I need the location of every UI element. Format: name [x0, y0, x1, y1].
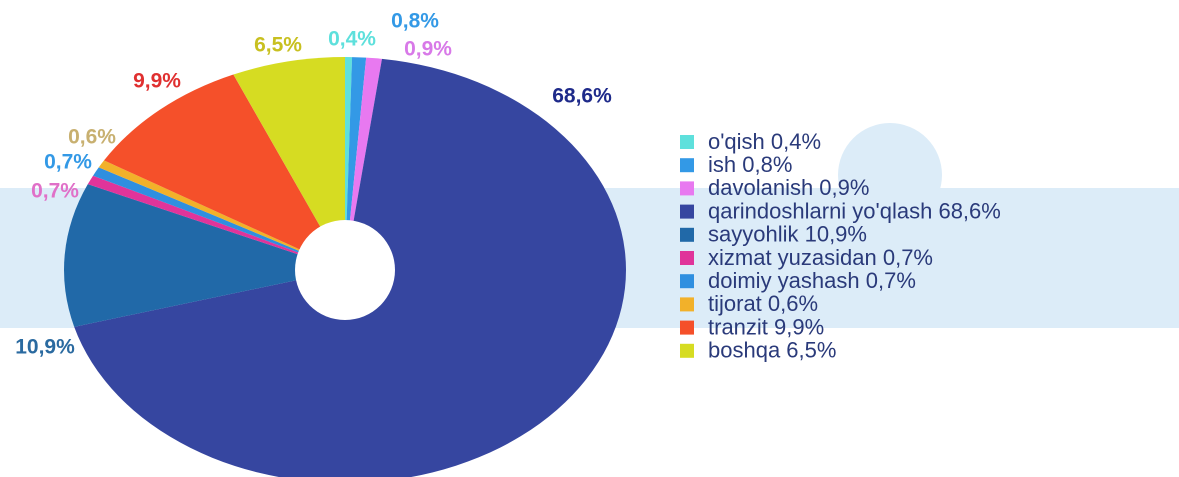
legend-swatch [680, 204, 694, 219]
legend-swatch [680, 227, 694, 242]
value-labels: 0,4%0,8%0,9%68,6%10,9%0,7%0,7%0,6%9,9%6,… [15, 10, 612, 359]
legend-label: ish 0,8% [708, 152, 792, 177]
value-label: 0,8% [391, 10, 439, 33]
legend-swatch [680, 181, 694, 196]
pie-slice [345, 57, 382, 270]
legend-label: doimiy yashash 0,7% [708, 268, 916, 293]
value-label: 6,5% [254, 34, 302, 57]
pie-hole [295, 220, 395, 320]
value-label: 0,7% [31, 180, 79, 203]
value-label: 10,9% [15, 336, 75, 359]
legend-label: tranzit 9,9% [708, 314, 824, 339]
legend-swatch [680, 320, 694, 335]
pie-slice [98, 160, 346, 270]
value-label: 9,9% [133, 70, 181, 93]
legend-label: davolanish 0,9% [708, 175, 869, 200]
background-bubble [838, 123, 942, 227]
pie-slice [87, 175, 345, 270]
value-label: 0,7% [44, 151, 92, 174]
legend-swatch [680, 135, 694, 149]
pie-slice [64, 184, 346, 327]
pie-slice [104, 74, 346, 270]
legend-label: boshqa 6,5% [708, 338, 836, 363]
legend-swatch [680, 343, 694, 358]
legend: o'qish 0,4%ish 0,8%davolanish 0,9%qarind… [680, 129, 1001, 363]
legend-swatch [680, 251, 694, 265]
value-label: 68,6% [552, 85, 612, 108]
legend-label: tijorat 0,6% [708, 291, 818, 316]
pie-slice [345, 57, 367, 271]
pie-slice [93, 167, 345, 270]
legend-label: qarindoshlarni yo'qlash 68,6% [708, 198, 1001, 223]
value-label: 0,4% [328, 28, 376, 51]
pie [64, 57, 626, 477]
pie-slice [233, 57, 345, 270]
legend-label: xizmat yuzasidan 0,7% [708, 245, 933, 270]
value-label: 0,9% [404, 38, 452, 61]
pie-slice [345, 57, 353, 270]
legend-swatch [680, 297, 694, 312]
legend-swatch [680, 274, 694, 289]
value-label: 0,6% [68, 126, 116, 149]
legend-label: sayyohlik 10,9% [708, 222, 867, 247]
legend-swatch [680, 158, 694, 173]
legend-label: o'qish 0,4% [708, 129, 821, 154]
